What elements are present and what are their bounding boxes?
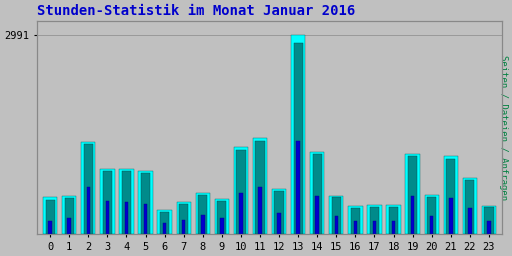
Bar [310, 152, 325, 234]
Bar [182, 219, 185, 234]
Bar [484, 207, 494, 234]
Bar [296, 141, 300, 234]
Bar [68, 218, 71, 234]
Bar [122, 172, 131, 234]
Bar [446, 159, 455, 234]
Bar [163, 223, 166, 234]
Bar [348, 206, 362, 234]
Bar [65, 198, 74, 234]
Bar [482, 206, 496, 234]
Bar [278, 213, 281, 234]
Bar [103, 171, 112, 234]
Bar [83, 144, 93, 234]
Bar [87, 187, 90, 234]
Bar [463, 178, 477, 234]
Bar [370, 207, 379, 234]
Bar [334, 216, 338, 234]
Bar [392, 221, 395, 234]
Bar [373, 220, 376, 234]
Bar [253, 138, 267, 234]
Bar [367, 205, 381, 234]
Bar [351, 208, 360, 234]
Bar [48, 221, 52, 234]
Bar [46, 200, 55, 234]
Bar [239, 193, 243, 234]
Bar [198, 195, 207, 234]
Bar [215, 199, 229, 234]
Bar [274, 191, 284, 234]
Bar [329, 196, 344, 234]
Bar [293, 43, 303, 234]
Bar [427, 197, 436, 234]
Bar [196, 193, 210, 234]
Bar [468, 208, 472, 234]
Bar [387, 205, 401, 234]
Bar [62, 196, 76, 234]
Bar [160, 211, 169, 234]
Bar [406, 154, 420, 234]
Bar [408, 156, 417, 234]
Bar [291, 35, 305, 234]
Bar [424, 195, 439, 234]
Bar [430, 216, 434, 234]
Bar [144, 204, 147, 234]
Bar [105, 201, 109, 234]
Bar [449, 198, 453, 234]
Bar [138, 171, 153, 234]
Bar [487, 221, 490, 234]
Bar [177, 201, 191, 234]
Bar [389, 207, 398, 234]
Bar [465, 180, 475, 234]
Bar [411, 196, 414, 234]
Bar [313, 154, 322, 234]
Y-axis label: Seiten / Dateien / Anfragen: Seiten / Dateien / Anfragen [499, 55, 508, 200]
Bar [158, 209, 172, 234]
Bar [443, 156, 458, 234]
Bar [220, 218, 224, 234]
Bar [179, 204, 188, 234]
Bar [234, 147, 248, 234]
Bar [81, 142, 95, 234]
Bar [255, 141, 265, 234]
Bar [217, 200, 226, 234]
Bar [125, 201, 128, 234]
Bar [272, 189, 286, 234]
Bar [100, 169, 115, 234]
Text: Stunden-Statistik im Monat Januar 2016: Stunden-Statistik im Monat Januar 2016 [37, 4, 355, 18]
Bar [119, 169, 134, 234]
Bar [141, 173, 150, 234]
Bar [43, 197, 57, 234]
Bar [354, 221, 357, 234]
Bar [201, 215, 205, 234]
Bar [236, 150, 246, 234]
Bar [332, 197, 341, 234]
Bar [258, 187, 262, 234]
Bar [315, 196, 319, 234]
